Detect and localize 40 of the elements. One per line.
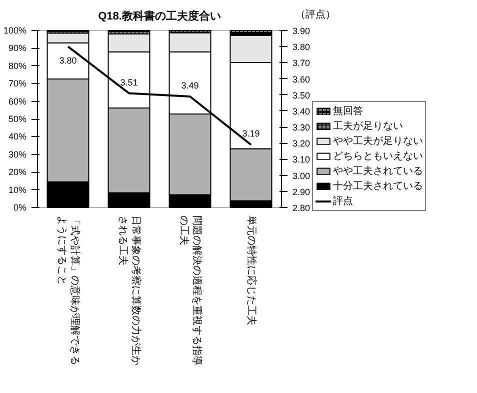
legend-label: やや工夫されている [333,164,423,178]
data-label: 3.49 [181,80,199,90]
y-tick-label: 10% [8,184,26,195]
y-tick-label: 30% [8,149,26,160]
data-label: 3.51 [120,77,138,88]
y2-tick-label: 3.20 [292,138,310,149]
y-tick-label: 20% [8,167,26,178]
legend-label: 工夫が足りない [333,120,403,133]
y-tick-label: 80% [8,60,26,71]
y-tick-label: 70% [8,78,26,89]
y2-axis-title: （評点） [296,8,336,20]
y-tick-label: 40% [8,132,26,142]
x-tick-label: 問題の解決の過程を重視する指導の工夫 [178,216,204,366]
x-tick-label: 「式や計算」の意味が理解できるようにすること [56,216,82,366]
y-tick-label: 0% [13,202,27,212]
y2-tick-label: 3.80 [292,42,310,52]
y2-tick-label: 3.30 [292,122,310,133]
y2-tick-label: 2.90 [292,186,310,197]
y2-tick-label: 3.70 [292,58,310,68]
y2-tick-label: 3.40 [292,106,310,116]
x-tick-label: 単元の特性に応じた工夫 [246,216,258,326]
y2-tick-label: 3.90 [292,26,310,36]
y2-tick-label: 3.60 [292,74,310,84]
y-tick-label: 100% [3,26,27,36]
legend-label: やや工夫が足りない [333,134,423,148]
legend-label: 無回答 [333,105,363,118]
y2-tick-label: 3.00 [292,170,310,181]
y2-tick-label: 2.80 [292,203,310,213]
y2-tick-label: 3.50 [292,90,310,100]
x-tick-label: 日常事象の考察に算数の力が生かされる工夫 [116,216,142,366]
y-tick-label: 50% [8,114,26,124]
data-label: 3.80 [59,56,77,66]
data-label: 3.19 [242,128,260,139]
y-tick-label: 90% [8,43,26,54]
y2-tick-label: 3.10 [292,154,310,165]
y-tick-label: 60% [8,96,26,106]
legend-label: どちらともいえない [333,150,423,163]
legend-label: 評点 [333,194,353,208]
legend-label: 十分工夫されている [333,180,423,193]
chart-title: Q18.教科書の工夫度合い [98,10,221,22]
